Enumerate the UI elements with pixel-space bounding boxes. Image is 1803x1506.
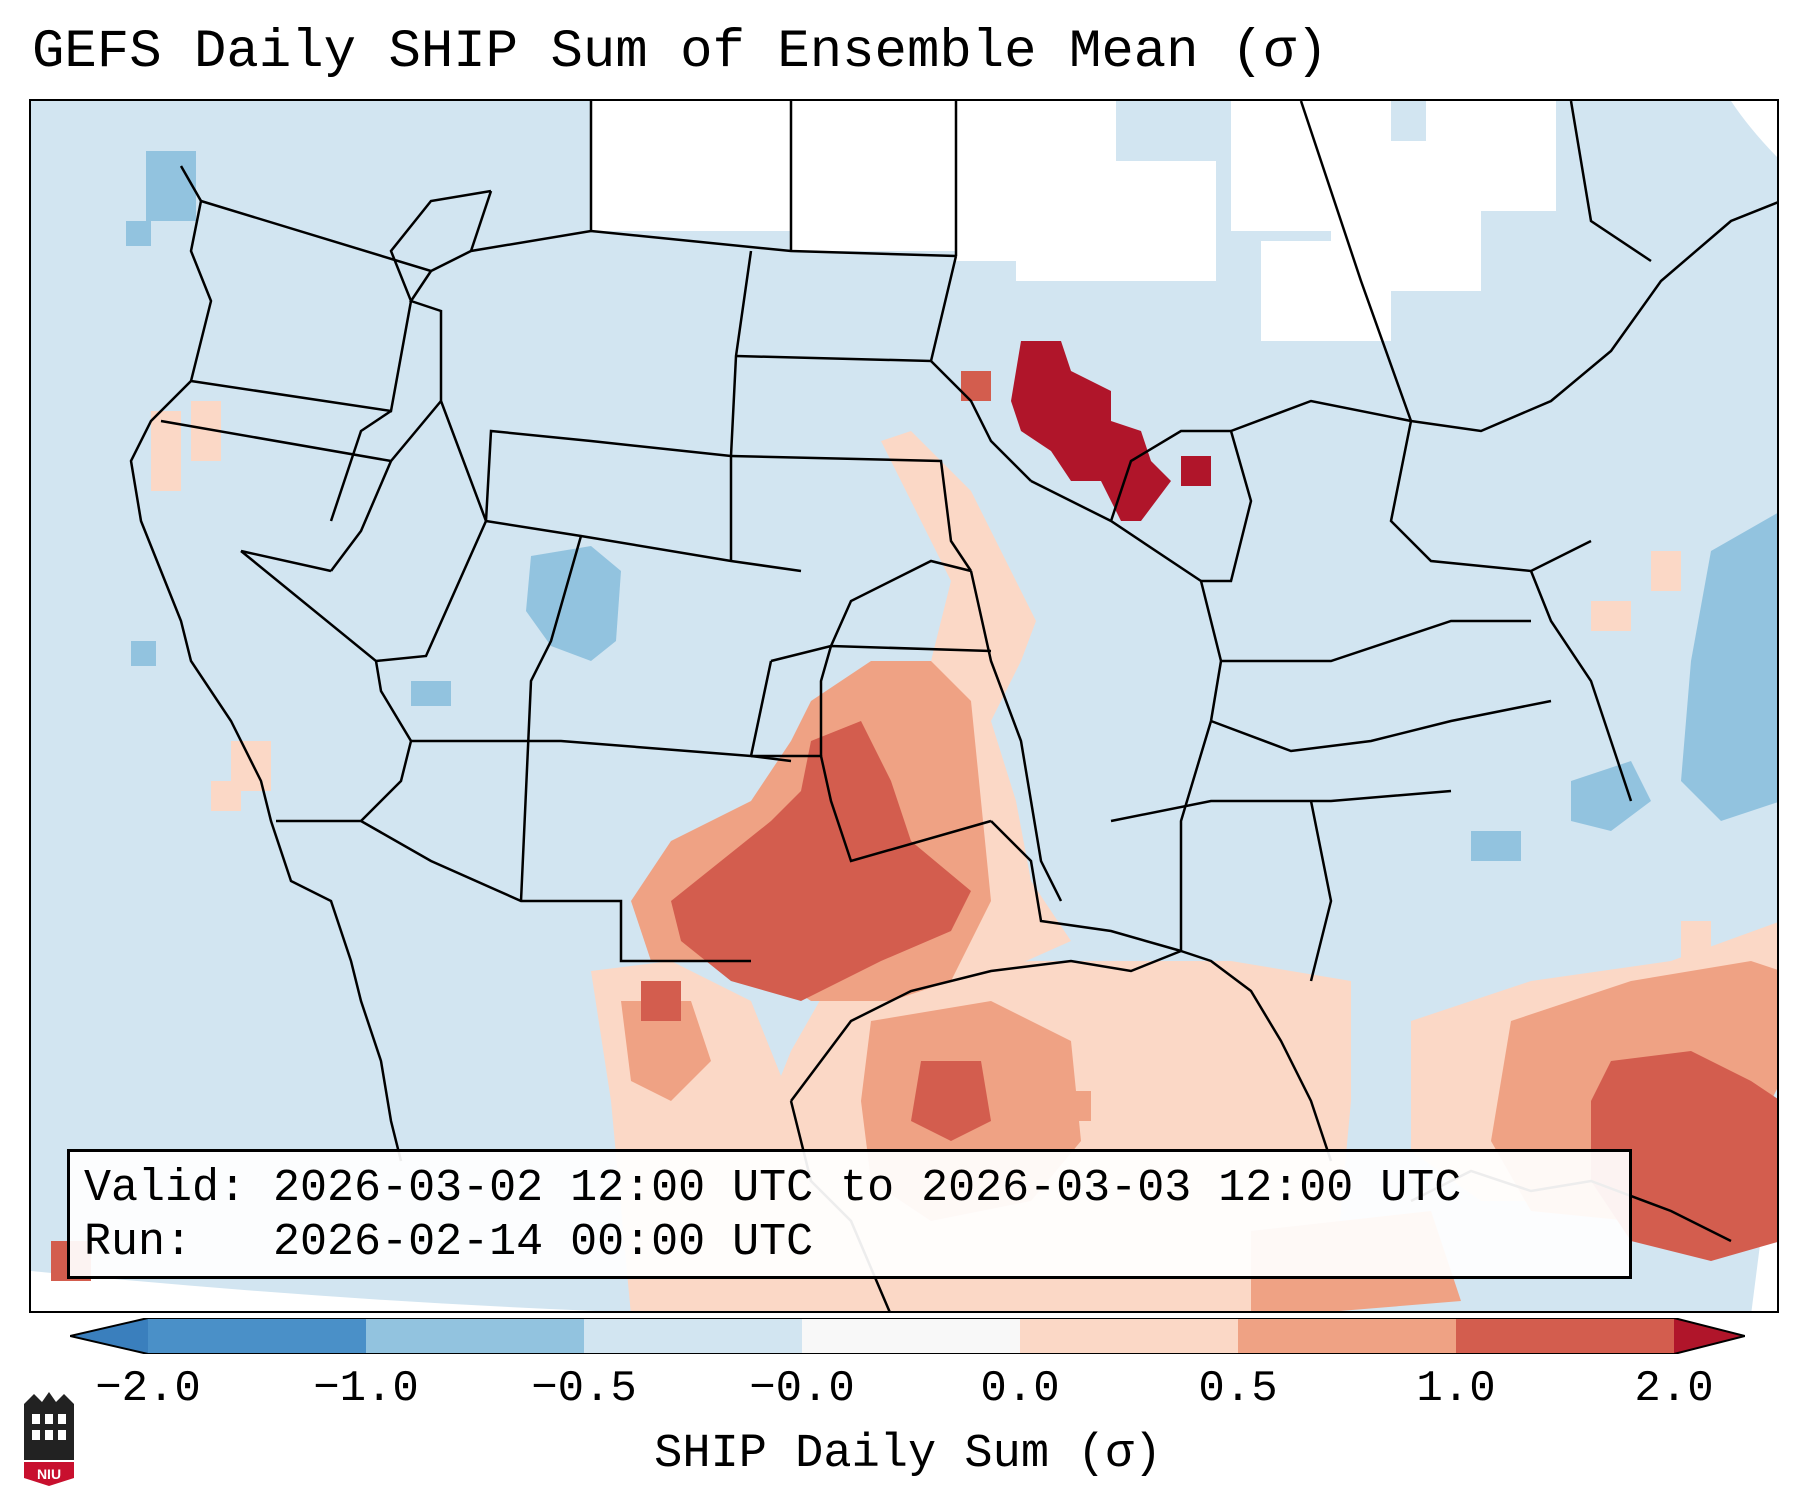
logo-tower-icon (24, 1392, 74, 1460)
colorbar-extend-low (70, 1318, 148, 1354)
colorbar-tick-label: 2.0 (1634, 1364, 1714, 1414)
colorbar-bin (148, 1318, 366, 1354)
zero-regions-canada (591, 101, 1556, 341)
colorbar-bin (802, 1318, 1020, 1354)
valid-value: 2026-03-02 12:00 UTC to 2026-03-03 12:00… (273, 1163, 1462, 1214)
colorbar-tick-label: 1.0 (1416, 1364, 1496, 1414)
colorbar-label: SHIP Daily Sum (σ) (654, 1428, 1162, 1481)
colorbar-tick-label: 0.0 (980, 1364, 1060, 1414)
colorbar-bin (1456, 1318, 1674, 1354)
colorbar-bin (584, 1318, 802, 1354)
colorbar (70, 1318, 1745, 1354)
niu-logo: NIU (24, 1392, 74, 1486)
colorbar-tick-label: 0.5 (1198, 1364, 1278, 1414)
colorbar-tick-label: −0.0 (749, 1364, 855, 1414)
map-canvas (31, 101, 1777, 1311)
logo-text: NIU (37, 1466, 61, 1482)
boundaries (129, 101, 1777, 1311)
colorbar-bin (1238, 1318, 1456, 1354)
map-panel (29, 99, 1779, 1313)
colorbar-extend-high (1674, 1318, 1745, 1354)
valid-label: Valid: (84, 1163, 247, 1214)
run-value: 2026-02-14 00:00 UTC (273, 1217, 814, 1268)
run-label: Run: (84, 1217, 193, 1268)
colorbar-tick-label: −2.0 (95, 1364, 201, 1414)
colorbar-tick-label: −1.0 (313, 1364, 419, 1414)
chart-title: GEFS Daily SHIP Sum of Ensemble Mean (σ) (32, 22, 1329, 83)
colorbar-bin (1020, 1318, 1238, 1354)
colorbar-bin (366, 1318, 584, 1354)
valid-time-box: Valid: 2026-03-02 12:00 UTC to 2026-03-0… (67, 1149, 1632, 1279)
negative-anomaly-patches (126, 151, 1777, 861)
projection-edge-bottom-left (31, 1271, 596, 1311)
colorbar-tick-label: −0.5 (531, 1364, 637, 1414)
projection-edge-top-right (1731, 101, 1777, 157)
logo-shield (24, 1462, 74, 1486)
positive-anomaly-strong (51, 371, 1777, 1281)
positive-anomaly-extreme (1011, 341, 1211, 521)
